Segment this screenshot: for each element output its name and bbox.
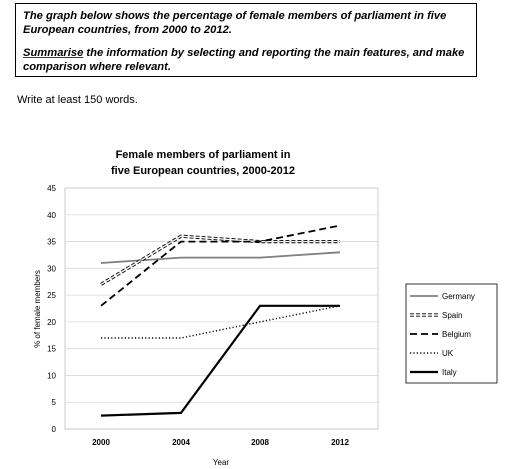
summarise-word: Summarise bbox=[23, 47, 84, 59]
legend: Germany Spain Belgium UK Italy bbox=[410, 292, 475, 377]
y-tick-label: 40 bbox=[47, 211, 56, 220]
plot-area bbox=[64, 187, 379, 430]
legend-label: UK bbox=[442, 349, 454, 358]
y-axis-label: % of female members bbox=[33, 270, 42, 348]
task-description: The graph below shows the percentage of … bbox=[23, 10, 447, 36]
x-tick-label: 2012 bbox=[331, 438, 349, 447]
x-tick-label: 2008 bbox=[251, 438, 269, 447]
task-instruction: Summarise the information by selecting a… bbox=[23, 46, 469, 74]
legend-label: Italy bbox=[442, 368, 457, 377]
series-lines bbox=[100, 224, 341, 417]
y-tick-label: 15 bbox=[47, 345, 56, 354]
x-tick-label: 2004 bbox=[172, 438, 190, 447]
legend-label: Germany bbox=[442, 292, 475, 301]
y-tick-label: 20 bbox=[47, 318, 56, 327]
task-prompt-box: The graph below shows the percentage of … bbox=[15, 3, 477, 77]
series-line-inner bbox=[100, 235, 340, 285]
series-line-italy bbox=[100, 304, 340, 417]
chart-title-line-1: Female members of parliament in bbox=[116, 149, 291, 161]
y-tick-label: 25 bbox=[47, 291, 56, 300]
series-line-germany bbox=[100, 251, 341, 264]
series-line-belgium bbox=[100, 224, 341, 307]
y-tick-label: 45 bbox=[47, 184, 56, 193]
legend-label: Belgium bbox=[442, 330, 471, 339]
y-tick-label: 0 bbox=[52, 425, 57, 434]
task-instruction-rest: the information by selecting and reporti… bbox=[23, 47, 465, 73]
gridlines bbox=[65, 214, 378, 403]
x-axis-label: Year bbox=[213, 458, 230, 467]
y-tick-label: 10 bbox=[47, 371, 56, 380]
legend-label: Spain bbox=[442, 311, 462, 320]
x-tick-labels: 2000 2004 2008 2012 bbox=[92, 438, 349, 447]
x-tick-label: 2000 bbox=[92, 438, 110, 447]
y-tick-label: 35 bbox=[47, 238, 56, 247]
y-tick-labels: 0 5 10 15 20 25 30 35 40 45 bbox=[47, 184, 56, 434]
word-count-instruction: Write at least 150 words. bbox=[17, 94, 138, 106]
y-tick-label: 5 bbox=[52, 398, 57, 407]
series-line-uk bbox=[101, 305, 341, 339]
y-tick-label: 30 bbox=[47, 264, 56, 273]
chart-title-line-2: five European countries, 2000-2012 bbox=[111, 165, 295, 177]
